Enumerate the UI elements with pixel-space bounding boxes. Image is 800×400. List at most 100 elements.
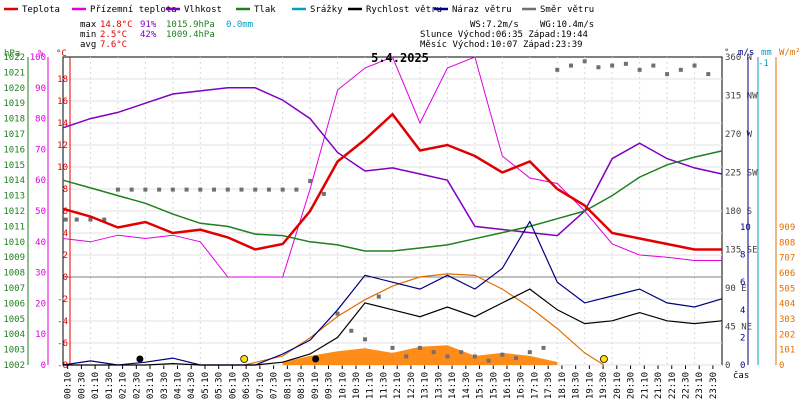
- x-tick-label: 13:10: [421, 372, 431, 399]
- temperature-tick: 18: [57, 75, 68, 85]
- x-tick-label: 03:30: [160, 372, 170, 399]
- rain-unit: mm: [761, 48, 772, 58]
- series-rychlost-v-tru: [63, 288, 723, 366]
- wind-tick: 6: [740, 278, 745, 288]
- wind-direction-point: [376, 294, 381, 299]
- stat-min-press: 1009.4hPa: [166, 30, 215, 40]
- pressure-tick: 1015: [3, 161, 25, 171]
- pressure-tick: 1013: [3, 192, 25, 202]
- wind-direction-point: [541, 345, 546, 350]
- solar-tick: 202: [779, 330, 795, 340]
- humidity-tick: 0: [41, 361, 46, 371]
- x-tick-label: 21:10: [640, 372, 650, 399]
- wind-direction-point: [555, 67, 560, 72]
- solar-tick: 606: [779, 269, 795, 279]
- wind-direction-point: [459, 350, 464, 355]
- info-sun: Slunce Východ:06:35 Západ:19:44: [420, 30, 588, 40]
- temperature-tick: 14: [57, 119, 68, 129]
- x-tick-label: 04:30: [187, 372, 197, 399]
- wind-direction-point: [157, 187, 162, 192]
- temperature-tick: 8: [63, 185, 68, 195]
- rain-tick: -1: [758, 59, 769, 69]
- wind-direction-point: [335, 311, 340, 316]
- x-tick-label: 10:10: [338, 372, 348, 399]
- solar-tick: 0: [779, 361, 784, 371]
- stat-min-hum: 42%: [140, 30, 157, 40]
- pressure-tick: 1021: [3, 68, 25, 78]
- wind-direction-point: [596, 65, 601, 70]
- x-tick-label: 02:30: [132, 372, 142, 399]
- wind-direction-point: [115, 187, 120, 192]
- wind-direction-point: [349, 328, 354, 333]
- legend-label: Přízemní teplota: [90, 5, 177, 15]
- wind-direction-point: [514, 356, 519, 361]
- x-tick-label: 06:10: [228, 372, 238, 399]
- series-n-raz-v-tru: [62, 220, 723, 366]
- pressure-tick: 1002: [3, 361, 25, 371]
- legend-label: Teplota: [22, 5, 60, 15]
- direction-tick: 270 W: [725, 130, 753, 140]
- humidity-tick: 70: [35, 145, 46, 155]
- chart-date: 5.4.2025: [371, 51, 429, 65]
- pressure-tick: 1009: [3, 253, 25, 263]
- stat-max-label: max: [80, 20, 97, 30]
- x-tick-label: 15:30: [489, 372, 499, 399]
- pressure-tick: 1012: [3, 207, 25, 217]
- wind-tick: 0: [740, 361, 745, 371]
- humidity-tick: 80: [35, 115, 46, 125]
- wind-direction-point: [665, 72, 670, 77]
- x-tick-label: 05:10: [201, 372, 211, 399]
- wind-direction-point: [651, 63, 656, 68]
- wind-direction-point: [486, 358, 491, 363]
- series-teplota: [62, 112, 722, 251]
- wind-direction-point: [225, 187, 230, 192]
- pressure-tick: 1019: [3, 99, 25, 109]
- x-tick-label: 03:10: [146, 372, 156, 399]
- x-tick-label: 02:10: [119, 372, 129, 399]
- x-tick-label: 15:10: [476, 372, 486, 399]
- wind-tick: 10: [740, 223, 751, 233]
- x-tick-label: 01:10: [91, 372, 101, 399]
- wind-direction-point: [417, 345, 422, 350]
- solar-tick: 303: [779, 315, 795, 325]
- solar-tick: 404: [779, 300, 795, 310]
- pressure-tick: 1006: [3, 299, 25, 309]
- temperature-tick: 4: [63, 229, 68, 239]
- solar-tick: 101: [779, 346, 795, 356]
- wind-direction-point: [280, 187, 285, 192]
- x-tick-label: 12:10: [393, 372, 403, 399]
- x-tick-label: 10:30: [352, 372, 362, 399]
- pressure-tick: 1022: [3, 53, 25, 63]
- stat-max-hum: 91%: [140, 20, 157, 30]
- x-tick-label: 09:10: [311, 372, 321, 399]
- wind-direction-point: [294, 187, 299, 192]
- info-moon: Měsíc Východ:10:07 Západ:23:39: [420, 40, 583, 50]
- series-p-zemn-teplota: [62, 56, 722, 278]
- series-tlak: [62, 150, 723, 252]
- x-tick-label: 23:30: [709, 372, 719, 399]
- wind-direction-point: [363, 337, 368, 342]
- stat-max-temp: 14.8°C: [100, 20, 133, 30]
- pressure-tick: 1003: [3, 346, 25, 356]
- solar-tick: 707: [779, 254, 795, 264]
- x-tick-label: 22:30: [681, 372, 691, 399]
- stat-max-press: 1015.9hPa: [166, 20, 215, 30]
- wind-direction-point: [212, 187, 217, 192]
- direction-tick: 360 N: [725, 53, 752, 63]
- wind-direction-point: [321, 191, 326, 196]
- wind-direction-point: [623, 61, 628, 66]
- humidity-tick: 90: [35, 84, 46, 94]
- humidity-tick: 10: [35, 330, 46, 340]
- x-tick-label: 08:30: [297, 372, 307, 399]
- moonrise-marker: [312, 355, 320, 363]
- x-tick-label: 14:10: [448, 372, 458, 399]
- wind-direction-point: [198, 187, 203, 192]
- solar-tick: 505: [779, 284, 795, 294]
- temperature-tick: -8: [57, 361, 68, 371]
- wind-direction-point: [445, 354, 450, 359]
- x-tick-label: 00:30: [77, 372, 87, 399]
- info-ws: WS:7.2m/s: [470, 20, 519, 30]
- temperature-tick: 2: [63, 251, 68, 261]
- x-tick-label: 17:30: [544, 372, 554, 399]
